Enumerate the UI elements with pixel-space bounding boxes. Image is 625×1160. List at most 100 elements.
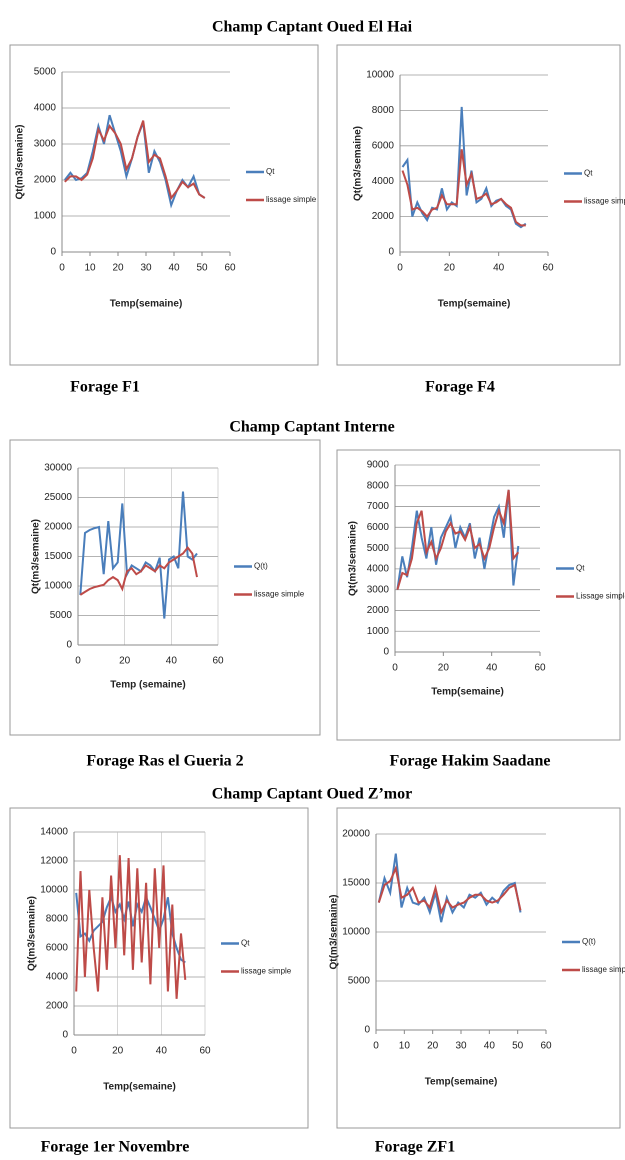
legend-label: Q(t) [254, 562, 268, 571]
chart-frame [9, 439, 321, 736]
y-tick-label: 4000 [34, 103, 57, 114]
x-axis-label: Temp(semaine) [110, 299, 183, 310]
y-tick-label: 0 [383, 647, 389, 658]
y-tick-label: 5000 [34, 67, 57, 78]
y-tick-label: 8000 [372, 105, 395, 116]
y-axis-label: Qt(m3/semaine) [329, 894, 340, 969]
x-tick-label: 30 [140, 263, 152, 274]
chart-frame [336, 44, 621, 366]
x-axis-label: Temp(semaine) [438, 299, 511, 310]
y-tick-label: 4000 [367, 564, 390, 575]
y-axis-label: Qt(m3/semaine) [27, 896, 38, 971]
section-title: Champ Captant Interne [229, 419, 394, 436]
y-tick-label: 30000 [44, 463, 72, 474]
x-tick-label: 0 [59, 263, 65, 274]
legend-label: Qt [576, 564, 585, 573]
x-tick-label: 0 [71, 1046, 77, 1057]
caption: Forage 1er Novembre [41, 1139, 190, 1156]
y-tick-label: 10000 [44, 581, 72, 592]
y-tick-label: 1000 [367, 626, 390, 637]
x-axis-label: Temp(semaine) [431, 687, 504, 698]
series-line [64, 120, 206, 201]
caption: Forage Ras el Gueria 2 [86, 753, 243, 770]
y-tick-label: 2000 [372, 211, 395, 222]
y-tick-label: 2000 [367, 605, 390, 616]
y-tick-label: 10000 [40, 885, 68, 896]
x-tick-label: 0 [397, 263, 403, 274]
y-tick-label: 0 [62, 1030, 68, 1041]
section-title: Champ Captant Oued El Hai [212, 19, 413, 36]
x-tick-label: 60 [534, 663, 546, 674]
caption: Forage F1 [70, 379, 140, 396]
legend-label: Q(t) [582, 937, 596, 946]
y-tick-label: 8000 [46, 914, 69, 925]
x-axis-label: Temp (semaine) [110, 680, 185, 691]
section-title: Champ Captant Oued Z’mor [212, 786, 412, 803]
chart-frame [9, 44, 319, 366]
series-line [75, 855, 187, 999]
x-tick-label: 50 [512, 1041, 524, 1052]
legend-label: lissage simple [266, 195, 317, 204]
x-tick-label: 40 [484, 1041, 496, 1052]
caption: Forage F4 [425, 379, 495, 396]
legend-label: Qt [241, 939, 250, 948]
x-tick-label: 60 [199, 1046, 211, 1057]
x-axis-label: Temp(semaine) [425, 1077, 498, 1088]
x-tick-label: 0 [392, 663, 398, 674]
series-line [377, 864, 522, 916]
legend-label: lissage simple [241, 967, 292, 976]
x-tick-label: 60 [224, 263, 236, 274]
y-tick-label: 15000 [44, 551, 72, 562]
legend-label: lissage simple [254, 590, 305, 599]
x-tick-label: 10 [84, 263, 96, 274]
y-tick-label: 0 [388, 247, 394, 258]
legend-label: Qt [266, 167, 275, 176]
x-tick-label: 50 [196, 263, 208, 274]
y-tick-label: 10000 [342, 927, 370, 938]
y-tick-label: 7000 [367, 501, 390, 512]
x-tick-label: 40 [493, 263, 505, 274]
y-tick-label: 5000 [367, 543, 390, 554]
y-tick-label: 0 [50, 247, 56, 258]
series-line [401, 106, 527, 229]
y-tick-label: 6000 [372, 140, 395, 151]
series-line [79, 491, 198, 619]
y-tick-label: 4000 [46, 972, 69, 983]
y-tick-label: 2000 [46, 1001, 69, 1012]
x-tick-label: 20 [112, 1046, 124, 1057]
x-tick-label: 40 [168, 263, 180, 274]
caption: Forage ZF1 [375, 1139, 455, 1156]
x-tick-label: 20 [112, 263, 124, 274]
y-tick-label: 0 [66, 640, 72, 651]
series-line [396, 489, 520, 590]
y-tick-label: 12000 [40, 856, 68, 867]
x-tick-label: 20 [438, 663, 450, 674]
caption: Forage Hakim Saadane [390, 753, 551, 770]
x-tick-label: 40 [166, 656, 178, 667]
y-tick-label: 5000 [348, 976, 371, 987]
x-tick-label: 30 [455, 1041, 467, 1052]
y-tick-label: 1000 [34, 211, 57, 222]
y-tick-label: 15000 [342, 878, 370, 889]
chart-frame [336, 449, 621, 741]
y-tick-label: 10000 [366, 70, 394, 81]
y-tick-label: 6000 [46, 943, 69, 954]
y-tick-label: 3000 [34, 139, 57, 150]
x-tick-label: 60 [212, 656, 224, 667]
y-tick-label: 20000 [44, 522, 72, 533]
y-tick-label: 3000 [367, 584, 390, 595]
legend-label: lissage simple [584, 197, 625, 206]
y-tick-label: 25000 [44, 492, 72, 503]
x-tick-label: 40 [156, 1046, 168, 1057]
y-tick-label: 8000 [367, 480, 390, 491]
y-tick-label: 0 [364, 1025, 370, 1036]
y-tick-label: 14000 [40, 827, 68, 838]
x-axis-label: Temp(semaine) [103, 1082, 176, 1093]
y-axis-label: Qt(m3/semaine) [348, 521, 359, 596]
y-tick-label: 2000 [34, 175, 57, 186]
y-tick-label: 6000 [367, 522, 390, 533]
x-tick-label: 60 [540, 1041, 552, 1052]
y-tick-label: 5000 [50, 610, 73, 621]
x-tick-label: 60 [542, 263, 554, 274]
series-line [396, 489, 520, 590]
